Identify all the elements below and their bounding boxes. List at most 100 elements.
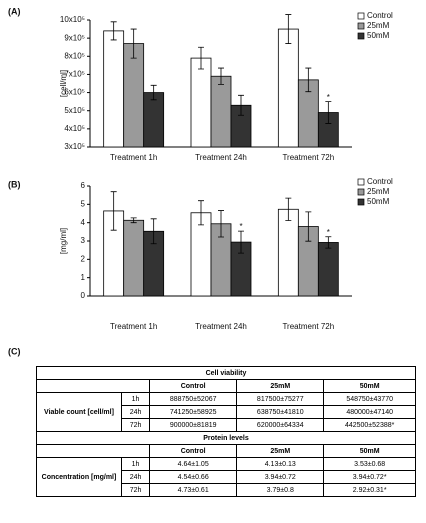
table-cell: Control xyxy=(149,444,238,458)
table-row: Concentration [mg/ml] 1h 4.64±1.05 4.13±0.1… xyxy=(36,457,416,497)
error-bar xyxy=(110,21,117,41)
error-bar xyxy=(285,197,292,221)
table-row: 72h 900000±81819 620000±64334 442500±52388* xyxy=(37,418,416,432)
y-tick-label: 9x10⁵ xyxy=(64,33,85,42)
bar xyxy=(103,30,125,148)
x-tick-label: Treatment 24h xyxy=(195,153,247,162)
bar xyxy=(190,57,212,148)
legend-label: Control xyxy=(367,177,393,186)
table-cell: 25mM xyxy=(236,444,325,458)
table-cell: 3.94±0.72 xyxy=(236,470,325,484)
table-row: 72h 4.73±0.61 3.79±0.8 2.92±0.31* xyxy=(37,483,416,497)
table-cell: 25mM xyxy=(236,379,325,393)
error-bar xyxy=(285,14,292,44)
x-tick-label: Treatment 1h xyxy=(110,322,157,331)
significance-mark: * xyxy=(239,222,242,231)
table-cell: 888750±52067 xyxy=(149,392,238,406)
significance-mark: * xyxy=(327,228,330,237)
table-cell: Protein levels xyxy=(36,431,416,445)
error-bar xyxy=(325,101,332,124)
y-axis-label: [cell/ml] xyxy=(59,70,68,97)
error-bar xyxy=(218,67,224,85)
table-cell: 817500±75277 xyxy=(236,392,325,406)
table-cell: 548750±43770 xyxy=(323,392,416,406)
legend-label: 50mM xyxy=(367,31,390,40)
data-table: Cell viability Control 25mM 50mM Viable coun… xyxy=(35,366,416,497)
table-cell: 3.53±0.68 xyxy=(323,457,416,471)
table-cell: 4.73±0.61 xyxy=(149,483,238,497)
table-row: Control 25mM 50mM xyxy=(35,444,416,458)
error-bar xyxy=(305,211,312,242)
table-cell: Viable count [cell/ml] xyxy=(36,392,122,432)
panel-label: (B) xyxy=(8,179,21,189)
table-cell xyxy=(35,444,151,458)
table-row: Cell viability xyxy=(36,366,416,380)
table-cell: 3.79±0.8 xyxy=(236,483,325,497)
y-tick-label: 8x10⁵ xyxy=(64,51,85,60)
figure: (A) (B) (C) [cell/ml] 3x10⁵ 4x10⁵ 5x10⁵ 6x10… xyxy=(8,6,393,356)
bar xyxy=(143,92,165,148)
legend-swatch xyxy=(357,178,365,186)
significance-mark: * xyxy=(327,93,330,102)
table-row: Protein levels xyxy=(36,431,416,445)
table-cell: 638750±41810 xyxy=(236,405,325,419)
panel-label: (C) xyxy=(8,346,21,356)
table-cell: 900000±81819 xyxy=(149,418,238,432)
y-tick-label: 2 xyxy=(81,254,86,263)
y-tick-label: 5 xyxy=(81,199,86,208)
x-tick-label: Treatment 72h xyxy=(282,322,334,331)
error-bar xyxy=(150,218,157,245)
error-bar xyxy=(198,46,204,70)
y-axis-label: [mg/ml] xyxy=(59,228,68,254)
table-cell: 1h xyxy=(120,392,151,406)
bar xyxy=(210,75,232,148)
legend-label: Control xyxy=(367,11,393,20)
y-tick-label: 7x10⁵ xyxy=(64,70,85,79)
x-tick-label: Treatment 24h xyxy=(195,322,247,331)
legend-swatch xyxy=(357,198,365,206)
table-row: Viable count [cell/ml] 1h 888750±52067 8175… xyxy=(36,392,416,432)
table-cell: 24h xyxy=(120,470,151,484)
bar xyxy=(317,242,339,297)
error-bar xyxy=(305,67,312,93)
table-cell: 24h xyxy=(120,405,151,419)
table-cell: 620000±64334 xyxy=(236,418,325,432)
legend-label: 50mM xyxy=(367,197,390,206)
legend-swatch xyxy=(357,22,365,30)
y-tick-label: 4 xyxy=(81,218,86,227)
legend-swatch xyxy=(357,12,365,20)
y-tick-label: 6 xyxy=(81,181,86,190)
table-cell: 72h xyxy=(120,418,151,432)
error-bar xyxy=(325,236,332,249)
y-tick-label: 3x10⁵ xyxy=(64,142,85,151)
table-cell: 2.92±0.31* xyxy=(323,483,416,497)
table-cell: 4.54±0.66 xyxy=(149,470,238,484)
table-cell: Cell viability xyxy=(36,366,416,380)
error-bar xyxy=(130,28,137,59)
bar xyxy=(123,219,145,297)
y-tick-label: 4x10⁵ xyxy=(64,124,85,133)
error-bar xyxy=(238,230,244,254)
table-cell: 50mM xyxy=(323,444,416,458)
x-tick-label: Treatment 72h xyxy=(282,153,334,162)
y-tick-label: 3 xyxy=(81,236,86,245)
error-bar xyxy=(150,84,157,101)
table-cell: 4.13±0.13 xyxy=(236,457,325,471)
y-tick-label: 5x10⁵ xyxy=(64,106,85,115)
table-cell: 72h xyxy=(120,483,151,497)
panel-label: (A) xyxy=(8,6,21,16)
table-row: Control 25mM 50mM xyxy=(35,379,416,393)
y-tick-label: 0 xyxy=(81,291,86,300)
table-cell: 50mM xyxy=(323,379,416,393)
table-cell: 3.94±0.72* xyxy=(323,470,416,484)
table-cell: 480000±47140 xyxy=(323,405,416,419)
error-bar xyxy=(198,200,204,226)
error-bar xyxy=(110,191,117,231)
table-cell: 4.64±1.05 xyxy=(149,457,238,471)
y-tick-label: 1 xyxy=(81,273,86,282)
table-cell: 741250±58925 xyxy=(149,405,238,419)
table-cell: Control xyxy=(149,379,238,393)
bar xyxy=(277,28,299,148)
x-tick-label: Treatment 1h xyxy=(110,153,157,162)
